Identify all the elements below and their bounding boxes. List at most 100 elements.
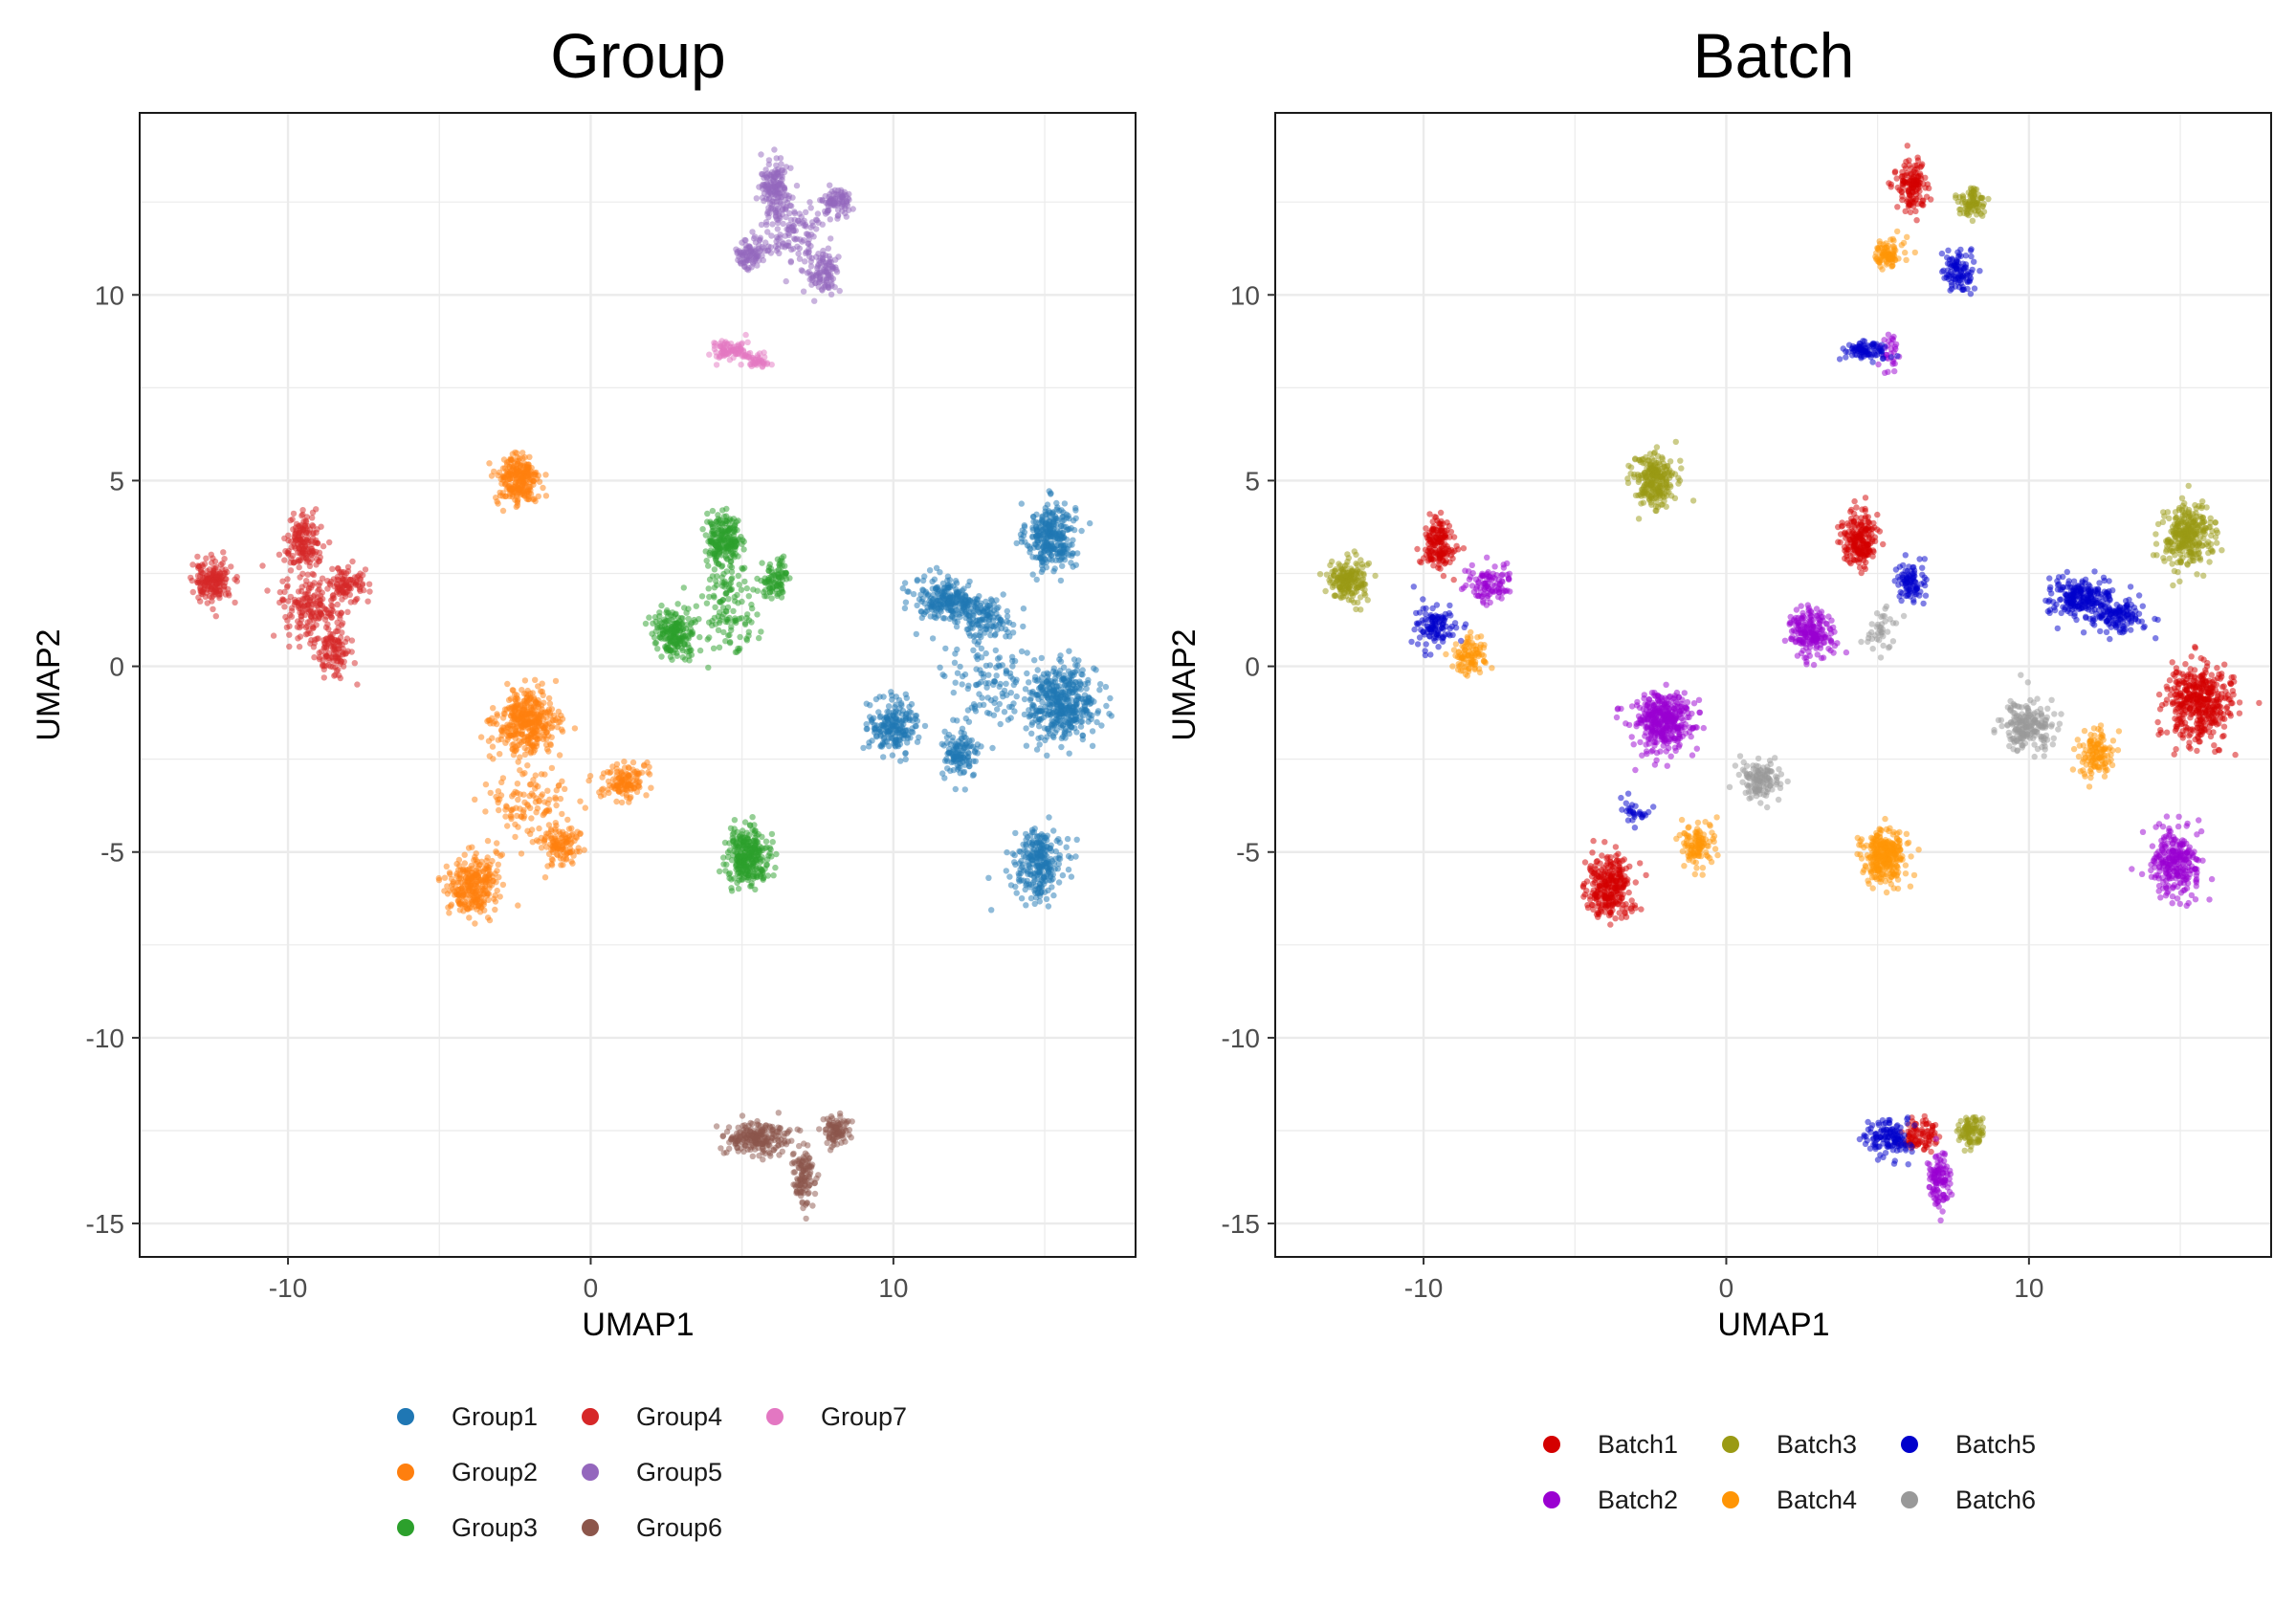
data-point xyxy=(674,601,681,607)
data-point xyxy=(719,597,726,604)
data-point xyxy=(339,629,345,636)
data-point xyxy=(705,664,712,671)
data-point xyxy=(671,628,677,635)
data-point xyxy=(955,764,962,771)
data-point xyxy=(211,565,219,572)
data-point xyxy=(304,630,311,637)
data-point xyxy=(696,647,704,654)
data-point xyxy=(466,914,473,921)
data-point xyxy=(514,502,521,509)
data-point xyxy=(1027,549,1033,556)
data-point xyxy=(900,731,907,738)
data-point xyxy=(866,743,872,750)
data-point xyxy=(557,718,563,725)
data-point xyxy=(279,596,286,603)
data-point xyxy=(1077,723,1085,730)
data-point xyxy=(1045,869,1052,875)
data-point xyxy=(994,706,1001,713)
data-point xyxy=(1068,873,1075,880)
data-point xyxy=(773,155,780,162)
data-point xyxy=(914,717,921,724)
data-point xyxy=(1089,742,1096,749)
data-point xyxy=(992,695,999,702)
data-point xyxy=(322,662,329,669)
data-point xyxy=(305,608,312,615)
data-point xyxy=(1053,506,1060,513)
data-point xyxy=(546,700,554,707)
data-point xyxy=(494,849,500,856)
data-point xyxy=(939,770,946,777)
data-point xyxy=(1046,550,1053,558)
data-point xyxy=(918,608,925,615)
data-point xyxy=(738,586,745,593)
data-point xyxy=(281,604,288,610)
data-point xyxy=(756,184,762,190)
data-point xyxy=(344,608,351,615)
data-point xyxy=(776,189,784,197)
data-point xyxy=(489,735,496,741)
data-point xyxy=(1064,682,1071,689)
data-point xyxy=(1027,711,1034,717)
data-point xyxy=(496,806,502,814)
data-point xyxy=(914,738,921,745)
data-point xyxy=(1078,527,1085,535)
data-point xyxy=(220,549,227,556)
data-point xyxy=(1055,879,1063,886)
data-point xyxy=(709,622,716,628)
data-point xyxy=(1003,670,1009,677)
data-point xyxy=(194,579,201,586)
data-point xyxy=(512,714,519,720)
data-point xyxy=(753,857,761,864)
data-point xyxy=(1004,607,1011,615)
data-point xyxy=(689,630,696,637)
data-point xyxy=(1033,576,1040,583)
data-point xyxy=(973,666,980,672)
data-point xyxy=(731,817,739,824)
data-point xyxy=(715,512,721,518)
data-point xyxy=(1010,621,1017,628)
data-point xyxy=(189,588,196,596)
data-point xyxy=(1033,746,1041,753)
data-point xyxy=(696,633,703,641)
data-point xyxy=(945,595,953,602)
data-point xyxy=(710,645,718,651)
data-point xyxy=(515,796,521,804)
data-point xyxy=(877,733,884,739)
data-point xyxy=(669,656,675,663)
data-point xyxy=(711,566,718,573)
data-point xyxy=(1107,694,1114,702)
data-point xyxy=(553,802,560,809)
data-point xyxy=(991,632,999,639)
data-point xyxy=(1038,715,1045,722)
data-point xyxy=(1003,868,1010,874)
data-point xyxy=(978,743,984,750)
data-point xyxy=(297,574,303,581)
data-point xyxy=(842,209,849,217)
data-point xyxy=(515,902,521,909)
data-point xyxy=(1048,681,1055,688)
data-point xyxy=(297,558,303,564)
data-point xyxy=(311,640,318,647)
data-point xyxy=(995,662,1002,669)
data-point xyxy=(901,605,909,612)
data-point xyxy=(449,882,455,889)
data-point xyxy=(979,694,985,701)
data-point xyxy=(863,720,870,728)
data-point xyxy=(731,848,738,854)
data-point xyxy=(1043,679,1050,686)
data-point xyxy=(654,646,661,652)
data-point xyxy=(982,598,989,605)
data-point xyxy=(898,702,905,709)
data-point xyxy=(328,606,336,613)
data-point xyxy=(446,870,453,876)
data-point xyxy=(1003,680,1009,687)
data-point xyxy=(934,588,940,596)
data-point xyxy=(711,594,718,601)
data-point xyxy=(941,775,948,781)
data-point xyxy=(1040,875,1047,882)
data-point xyxy=(498,480,505,487)
data-point xyxy=(922,590,930,597)
data-point xyxy=(633,788,641,795)
data-point xyxy=(521,744,528,752)
data-point xyxy=(733,619,740,627)
